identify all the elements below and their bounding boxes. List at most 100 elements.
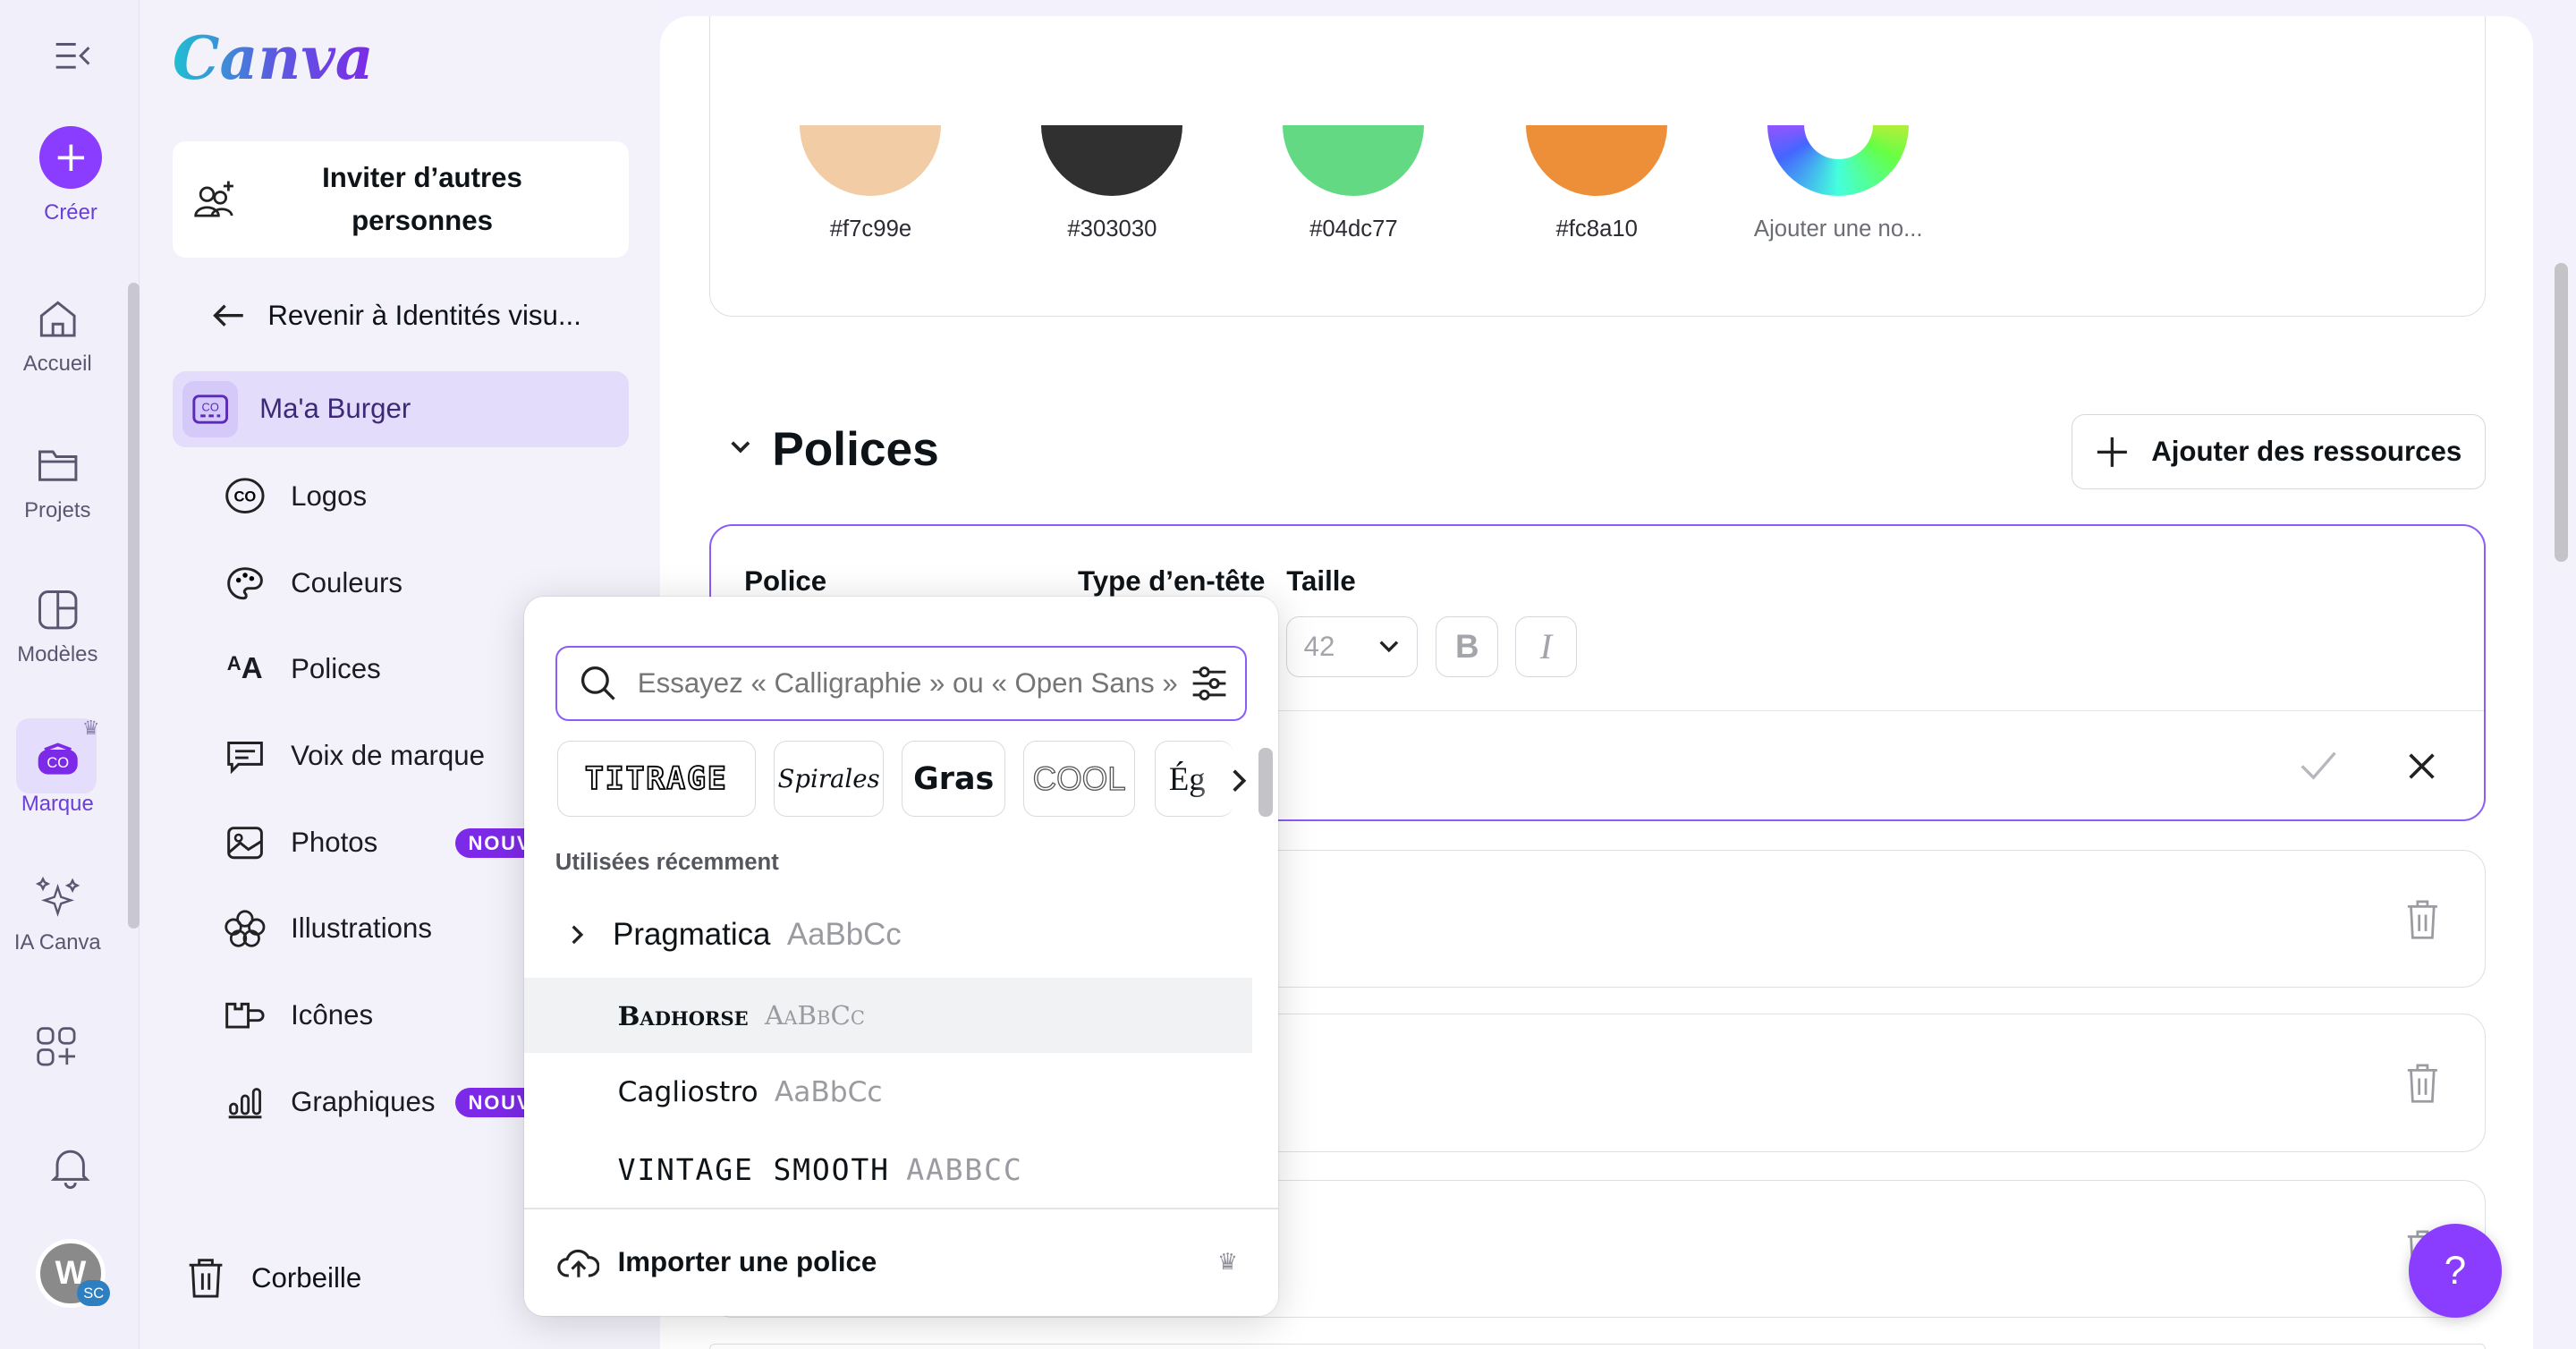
flower-icon: [222, 909, 267, 948]
home-icon: [39, 301, 76, 337]
collapse-menu-icon[interactable]: [53, 39, 92, 80]
sidebar-item-illustrations[interactable]: Illustrations: [222, 904, 432, 953]
back-link[interactable]: Revenir à Identités visu...: [210, 293, 581, 338]
sidebar-item-icones[interactable]: Icônes: [222, 991, 373, 1040]
folder-icon: [38, 450, 77, 481]
rail-accueil[interactable]: Accueil: [0, 296, 115, 377]
canva-logo[interactable]: Canva: [172, 22, 374, 93]
sidebar-item-label: Illustrations: [291, 912, 432, 944]
close-icon[interactable]: [2407, 751, 2436, 788]
invite-label: Inviter d’autres personnes: [322, 162, 522, 237]
add-resources-label: Ajouter des ressources: [2151, 436, 2462, 468]
font-search-input[interactable]: [637, 667, 1180, 700]
font-row-card-edge[interactable]: [709, 1344, 2486, 1349]
sidebar-item-label: Voix de marque: [291, 739, 486, 771]
trash-link[interactable]: Corbeille: [186, 1255, 361, 1301]
trash-icon[interactable]: [2406, 1064, 2439, 1103]
font-option-pragmatica[interactable]: Pragmatica AaBbCc: [524, 897, 1252, 972]
add-color-label: Ajouter une no...: [1753, 216, 1923, 242]
cloud-upload-icon: [556, 1250, 600, 1278]
chip-titrage[interactable]: TITRAGE: [556, 741, 756, 817]
create-button[interactable]: [39, 126, 102, 190]
picker-scrollbar[interactable]: [1258, 747, 1274, 817]
sidebar-item-photos[interactable]: Photos: [222, 819, 377, 868]
invite-button[interactable]: Inviter d’autres personnes: [172, 140, 630, 259]
rail-modeles[interactable]: Modèles: [0, 587, 115, 667]
rail-scrollbar[interactable]: [128, 282, 140, 929]
sidebar-item-voix[interactable]: Voix de marque: [222, 731, 485, 780]
trash-icon[interactable]: [2406, 900, 2439, 939]
font-option-cagliostro[interactable]: Cagliostro AaBbCc: [524, 1055, 1252, 1130]
search-icon: [580, 666, 615, 700]
svg-text:CO: CO: [47, 754, 69, 771]
svg-text:CO: CO: [233, 488, 256, 505]
italic-button[interactable]: I: [1514, 615, 1578, 677]
sidebar-item-label: Logos: [291, 479, 368, 512]
rail-label: Accueil: [22, 352, 92, 377]
chips-next-button[interactable]: [1194, 752, 1248, 809]
font-option-badhorse[interactable]: Badhorse AaBbCc: [523, 977, 1252, 1054]
color-swatch[interactable]: [1041, 124, 1183, 196]
new-badge: NOUV: [454, 1087, 546, 1117]
color-swatch[interactable]: [1526, 124, 1668, 196]
collapse-chevron-icon[interactable]: [729, 432, 752, 462]
left-rail: Créer Accueil Projets Modèles ♛ CO Marque…: [0, 0, 140, 1349]
brand-kit-label: Ma'a Burger: [259, 393, 411, 425]
add-color-button[interactable]: [1767, 124, 1910, 196]
bar-chart-icon: [222, 1084, 267, 1120]
size-value: 42: [1303, 630, 1335, 662]
logo-icon: CO: [222, 478, 267, 514]
trash-icon: [189, 1259, 222, 1298]
rail-label: Marque: [21, 792, 94, 817]
recent-label: Utilisées récemment: [555, 849, 779, 875]
chip-gras[interactable]: Gras: [902, 741, 1006, 817]
sidebar-item-label: Polices: [291, 652, 381, 684]
filter-sliders-icon[interactable]: [1190, 664, 1229, 703]
import-font-button[interactable]: Importer une police ♛: [523, 1209, 1278, 1317]
size-select[interactable]: 42: [1286, 615, 1419, 677]
font-sample: AaBbCc: [786, 917, 902, 953]
col-size-label: Taille: [1286, 564, 1356, 597]
font-search-field[interactable]: [555, 645, 1248, 722]
sidebar-item-logos[interactable]: CO Logos: [222, 471, 367, 521]
sidebar-item-polices[interactable]: A A Polices: [222, 644, 381, 693]
sidebar-item-couleurs[interactable]: Couleurs: [222, 558, 402, 607]
chevron-right-icon[interactable]: [570, 923, 586, 946]
font-picker-dropdown: TITRAGE Spirales Gras COOL Ég Utilisées …: [523, 596, 1278, 1317]
sidebar-item-label: Photos: [291, 827, 378, 859]
font-name: Badhorse: [617, 999, 749, 1031]
swatch-label: #fc8a10: [1555, 216, 1638, 242]
apps-icon[interactable]: [35, 1025, 78, 1075]
color-swatch[interactable]: [800, 124, 942, 196]
col-font-label: Police: [744, 564, 827, 597]
font-name: Pragmatica: [613, 917, 771, 953]
back-label: Revenir à Identités visu...: [267, 299, 581, 331]
rail-label: IA Canva: [13, 929, 101, 954]
add-resources-button[interactable]: Ajouter des ressources: [2072, 413, 2486, 490]
chevron-down-icon: [1379, 641, 1399, 652]
swatch-label: #f7c99e: [829, 216, 912, 242]
rail-label: Projets: [24, 497, 91, 522]
rail-ia-canva[interactable]: IA Canva: [0, 874, 115, 954]
divider: [711, 709, 2484, 712]
rail-projets[interactable]: Projets: [0, 442, 115, 522]
main-scrollbar[interactable]: [2555, 262, 2568, 563]
notifications-bell-icon[interactable]: [47, 1143, 93, 1196]
swatches-row: #f7c99e #303030 #04dc77 #fc8a10 Ajouter …: [709, 124, 2485, 290]
shapes-icon: [222, 997, 267, 1033]
bold-button[interactable]: B: [1436, 615, 1499, 677]
confirm-check-icon[interactable]: [2299, 750, 2338, 790]
chip-cool[interactable]: COOL: [1023, 741, 1136, 817]
color-swatch[interactable]: [1283, 124, 1425, 196]
rail-label: Modèles: [17, 642, 98, 667]
help-button[interactable]: ?: [2408, 1224, 2503, 1319]
chip-spirales[interactable]: Spirales: [774, 741, 885, 817]
rail-marque[interactable]: CO Marque: [0, 740, 115, 818]
image-icon: [222, 825, 267, 861]
brand-kit-item[interactable]: CO Ma'a Burger: [172, 371, 630, 447]
brand-kit-icon: CO: [182, 381, 239, 437]
sidebar-item-graphiques[interactable]: Graphiques: [222, 1078, 435, 1127]
font-option-vintage-smooth[interactable]: Vintage Smooth AaBbCc: [524, 1132, 1252, 1207]
team-badge: SC: [77, 1279, 111, 1307]
